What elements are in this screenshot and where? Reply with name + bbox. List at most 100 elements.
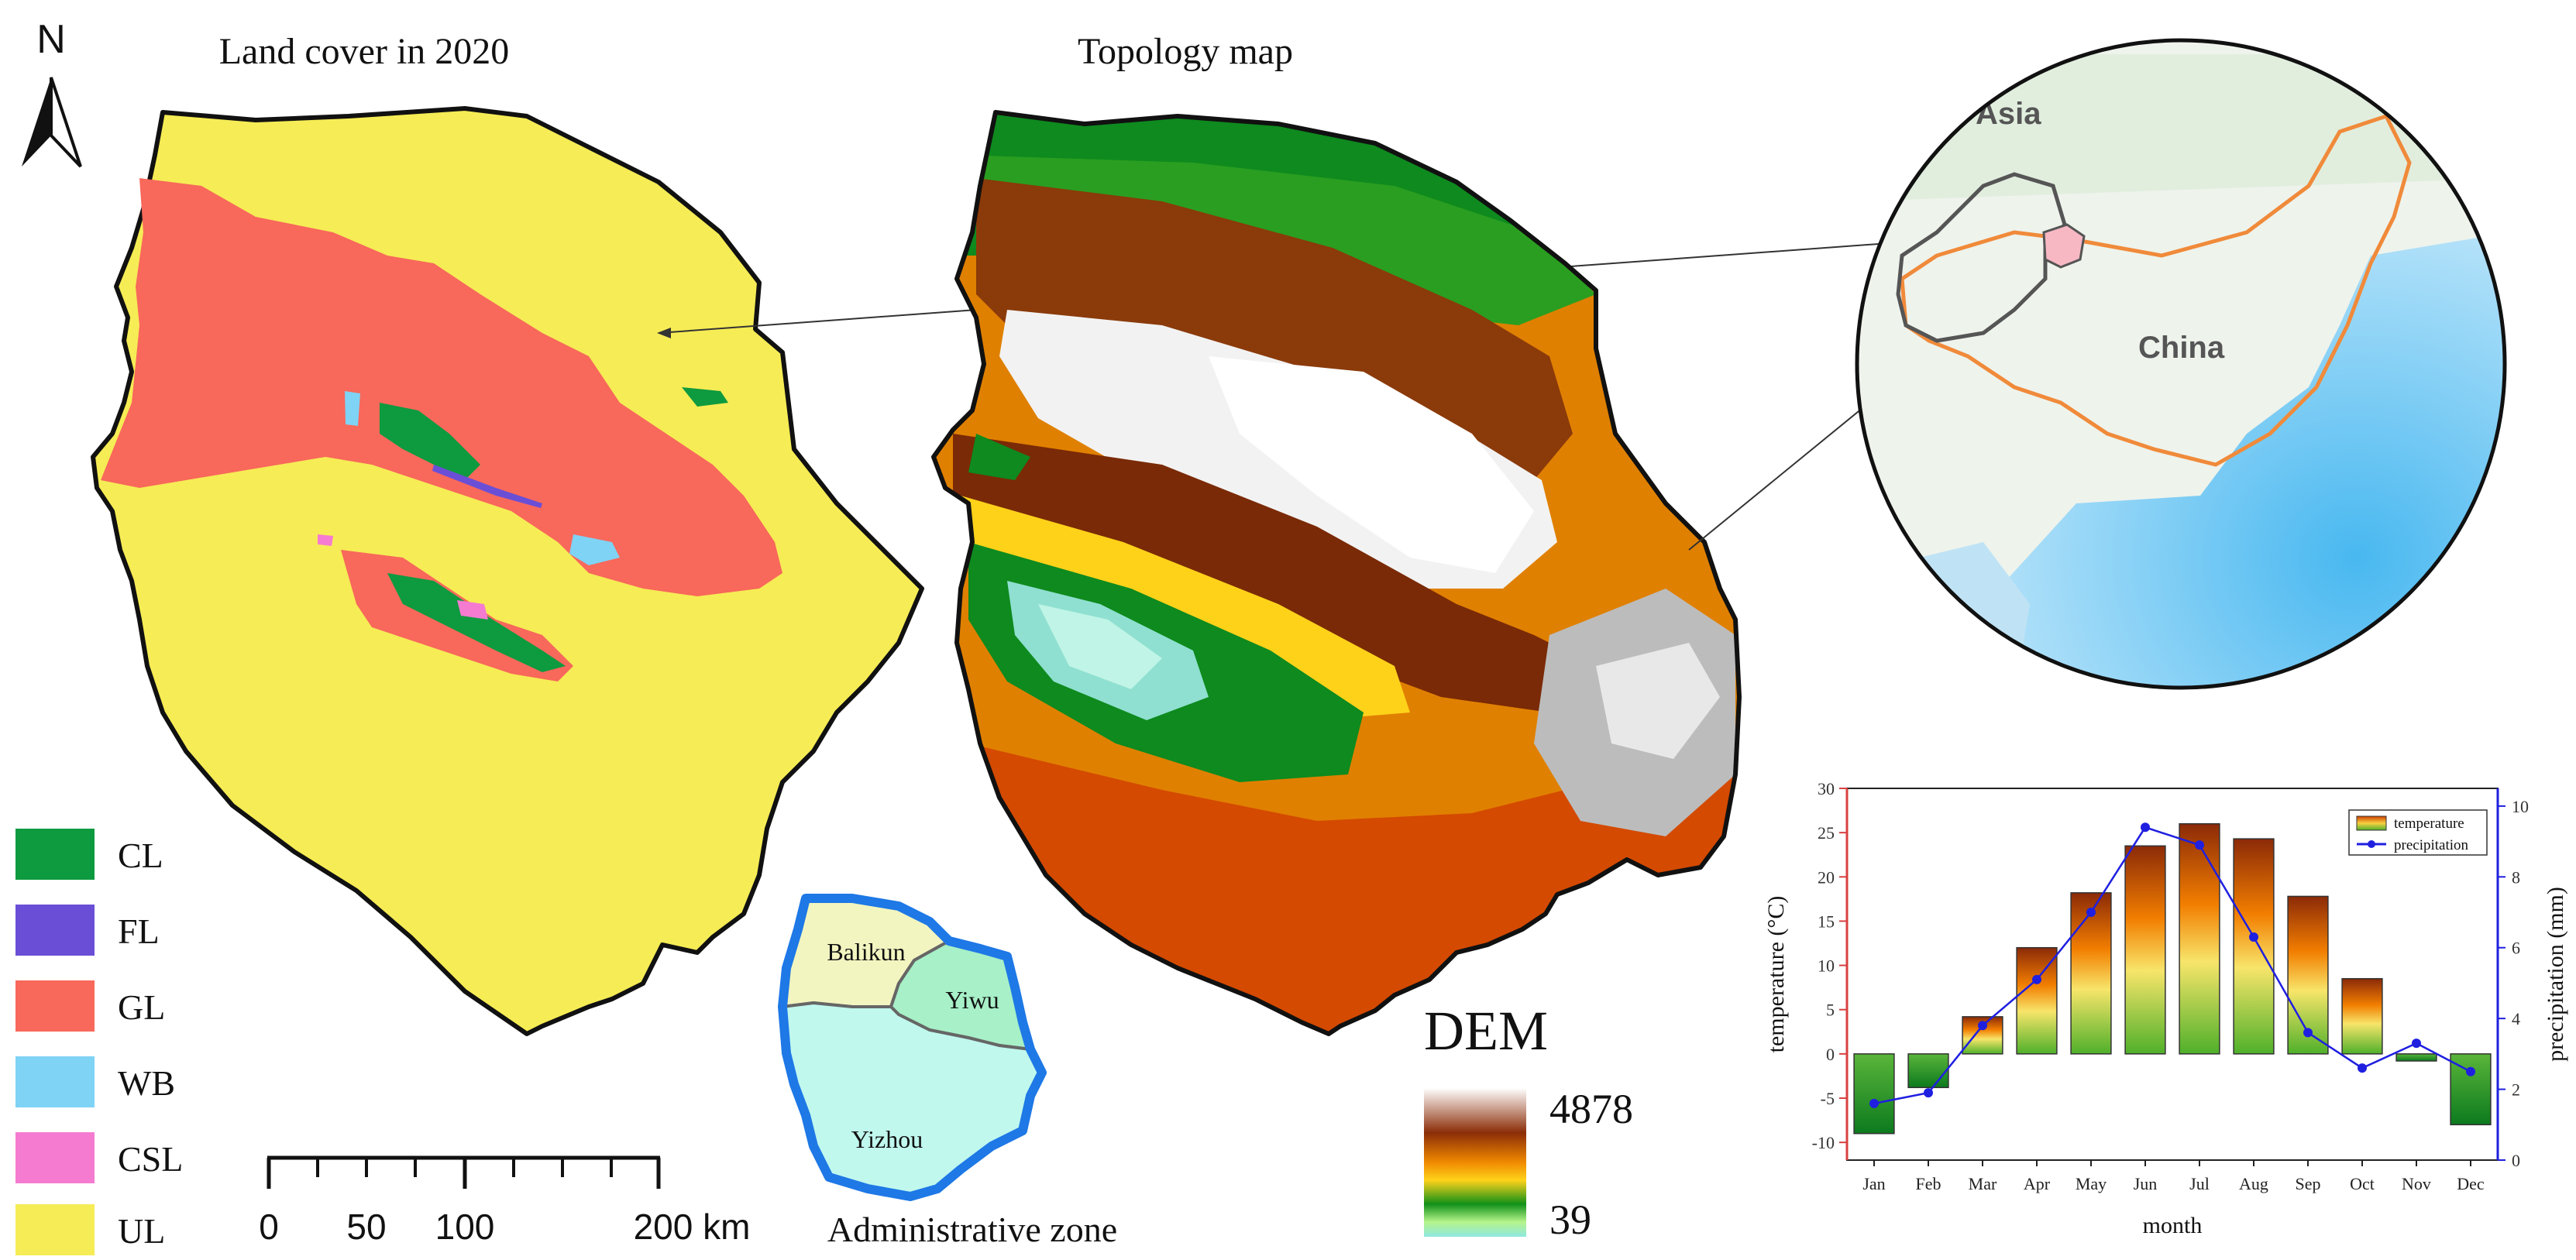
right-tick-label: 4 <box>2512 1009 2520 1028</box>
chart-x-ticks: Jan Feb Mar Apr May Jun Jul Aug Sep Oct Nov Dec <box>1862 1160 2485 1193</box>
legend-label-ul: UL <box>118 1211 165 1251</box>
chart-bars <box>1853 822 2492 1135</box>
scale-label-0: 0 <box>259 1207 279 1247</box>
legend-label-cl: CL <box>118 836 163 875</box>
scale-bar: 0 50 100 200 km <box>259 1155 751 1247</box>
xinjiang-outline <box>1896 172 2067 343</box>
zone-label-yiwu: Yiwu <box>945 986 999 1014</box>
x-tick-label: Aug <box>2239 1174 2268 1193</box>
right-tick-label: 2 <box>2512 1080 2520 1100</box>
dem-max-label: 4878 <box>1549 1086 1633 1132</box>
precipitation-line <box>1873 826 2471 1105</box>
chart-xlabel: month <box>2143 1213 2203 1238</box>
temperature-bar <box>1853 1053 1895 1135</box>
dem-colorbar <box>1424 1088 1526 1237</box>
x-tick-label: Feb <box>1916 1174 1941 1193</box>
legend-swatch-cl <box>15 829 95 880</box>
legend-precipitation-marker <box>2368 840 2375 848</box>
precipitation-point <box>1924 1088 1933 1098</box>
temperature-bar <box>2016 946 2058 1055</box>
legend-label-gl: GL <box>118 987 165 1027</box>
left-tick-label: 15 <box>1818 912 1835 931</box>
legend-swatch-gl <box>15 980 95 1032</box>
precipitation-point <box>1869 1098 1879 1108</box>
precipitation-point <box>2412 1039 2421 1049</box>
chart-line <box>1869 822 2475 1108</box>
x-tick-label: Jan <box>1862 1174 1885 1193</box>
landcover-title: Land cover in 2020 <box>219 31 510 72</box>
left-tick-label: 20 <box>1818 867 1835 887</box>
left-tick-label: -5 <box>1821 1089 1835 1108</box>
temperature-bar <box>2395 1053 2437 1062</box>
chart-legend: temperature precipitation <box>2348 809 2488 856</box>
north-arrow-icon <box>22 77 82 168</box>
zone-label-yizhou: Yizhou <box>851 1125 923 1153</box>
admin-outer-boundary <box>778 894 1047 1201</box>
legend-temperature-swatch <box>2356 815 2387 831</box>
cropland-patch-2 <box>387 573 566 672</box>
temperature-bar <box>2341 977 2383 1055</box>
dem-legend: DEM 4878 39 <box>1424 1000 1633 1243</box>
globe-inset: Asia China <box>1855 38 2507 690</box>
salt-patch <box>457 600 488 620</box>
landcover-map <box>91 106 924 1036</box>
north-letter: N <box>36 17 66 62</box>
left-tick-label: 10 <box>1818 956 1835 976</box>
precipitation-point <box>2358 1063 2367 1073</box>
scale-label-100: 100 <box>435 1207 495 1247</box>
right-tick-label: 6 <box>2512 939 2520 958</box>
scale-label-200km: 200 km <box>634 1207 751 1247</box>
temperature-bar <box>2124 845 2166 1055</box>
x-tick-label: Dec <box>2457 1174 2485 1193</box>
legend-label-csl: CSL <box>118 1139 183 1179</box>
left-tick-label: 30 <box>1818 779 1835 798</box>
water-patch <box>569 534 620 565</box>
x-tick-label: Jul <box>2189 1174 2210 1193</box>
right-tick-label: 0 <box>2512 1151 2520 1170</box>
legend-swatch-ul <box>15 1204 95 1255</box>
chart-y2label: precipitation (mm) <box>2543 887 2568 1062</box>
left-tick-label: 5 <box>1826 1001 1835 1020</box>
precipitation-point <box>2466 1066 2475 1076</box>
right-tick-label: 8 <box>2512 867 2520 887</box>
precipitation-point <box>2141 822 2150 833</box>
legend-precipitation-label: precipitation <box>2394 837 2469 853</box>
x-tick-label: Sep <box>2296 1174 2321 1193</box>
left-tick-label: 25 <box>1818 823 1835 843</box>
legend-swatch-csl <box>15 1132 95 1183</box>
chart-left-ticks: -10 -5 0 5 10 15 20 25 30 <box>1812 779 1847 1152</box>
landcover-legend: CL FL GL WB CSL UL <box>15 829 183 1255</box>
connector-arrowhead <box>657 328 671 338</box>
left-tick-label: 0 <box>1826 1045 1835 1064</box>
precipitation-point <box>1978 1021 1987 1031</box>
zone-label-balikun: Balikun <box>827 938 905 966</box>
climate-chart: -10 -5 0 5 10 15 20 25 30 0 2 4 6 8 10 Jan Feb Mar Apr Ma… <box>1763 779 2568 1238</box>
precipitation-point <box>2195 840 2204 850</box>
x-tick-label: Mar <box>1969 1174 1997 1193</box>
legend-label-wb: WB <box>118 1063 175 1103</box>
cropland-patch-1 <box>380 403 480 480</box>
right-tick-label: 10 <box>2512 797 2529 816</box>
topology-map <box>931 110 1742 1036</box>
temperature-bar <box>2233 838 2275 1055</box>
topology-title: Topology map <box>1078 31 1293 72</box>
globe-label-china: China <box>2138 331 2225 365</box>
study-area-highlight <box>2042 223 2086 269</box>
cropland-patch-3 <box>682 387 728 407</box>
topology-boundary <box>931 110 1742 1036</box>
legend-temperature-label: temperature <box>2394 815 2464 832</box>
x-tick-label: Apr <box>2024 1174 2051 1193</box>
admin-zone-map: Balikun Yiwu Yizhou Administrative zone <box>778 894 1117 1249</box>
temperature-bar <box>1907 1053 1949 1089</box>
globe-label-asia: Asia <box>1976 97 2041 131</box>
scale-label-50: 50 <box>346 1207 386 1247</box>
left-tick-label: -10 <box>1812 1133 1835 1152</box>
precipitation-point <box>2249 932 2258 942</box>
legend-label-fl: FL <box>118 912 160 951</box>
precipitation-point <box>2086 908 2096 917</box>
chart-ylabel: temperature (°C) <box>1763 896 1789 1053</box>
legend-swatch-wb <box>15 1056 95 1107</box>
grassland-north <box>101 178 782 596</box>
dem-title: DEM <box>1424 1000 1548 1062</box>
